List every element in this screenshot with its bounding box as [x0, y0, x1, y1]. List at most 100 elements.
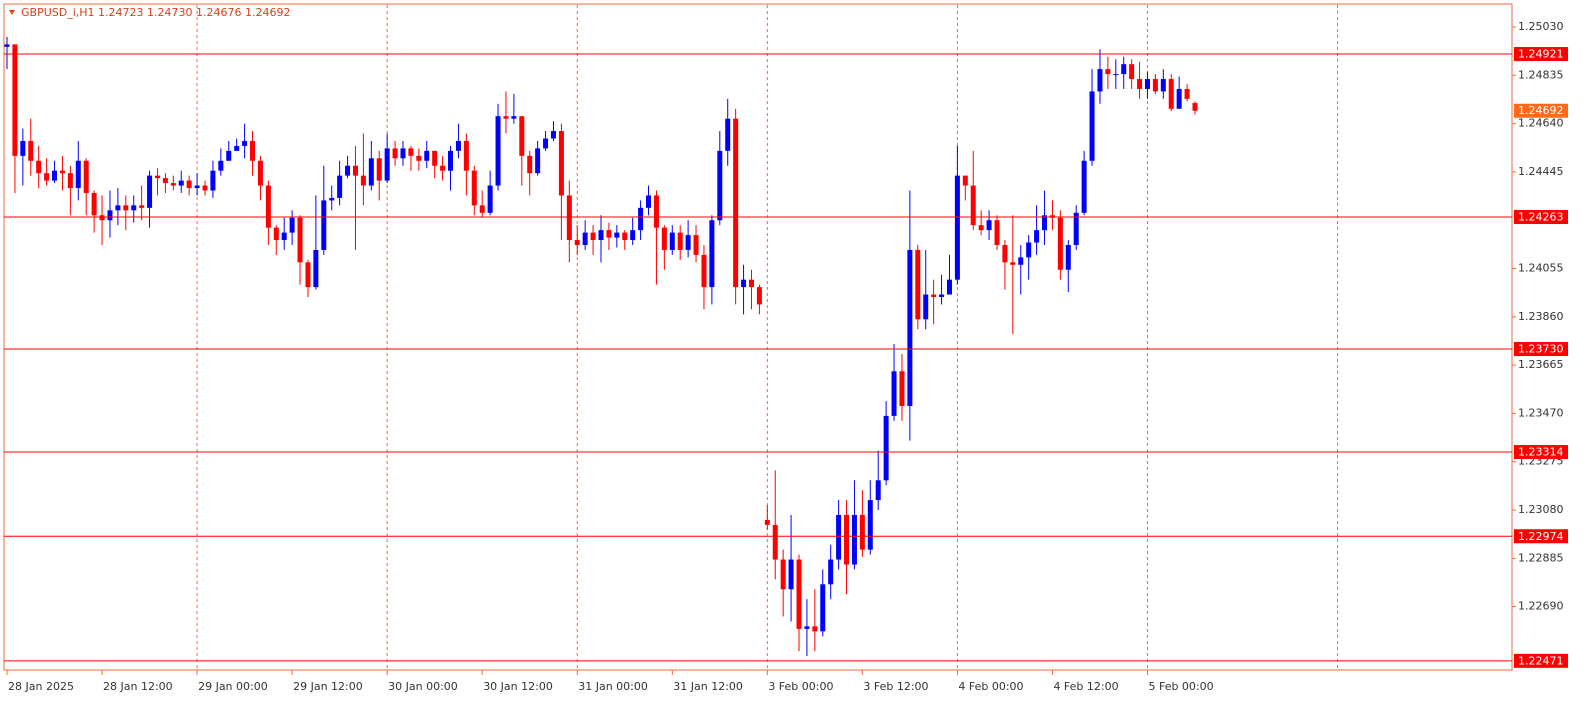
y-tick-label: 1.23470: [1518, 406, 1564, 419]
candle-body: [828, 559, 834, 585]
candle-body: [978, 225, 984, 231]
candle-body: [820, 584, 826, 632]
candle-body: [994, 220, 1000, 245]
candle-body: [614, 232, 620, 238]
level-label-box: [1514, 47, 1568, 62]
candle-body: [1057, 217, 1063, 270]
x-tick-label: 29 Jan 12:00: [293, 680, 363, 693]
candle-body: [550, 131, 556, 139]
candle-body: [408, 148, 414, 156]
candle-body: [725, 118, 731, 151]
candle-body: [764, 519, 770, 525]
candle-body: [836, 514, 842, 560]
candle-body: [281, 232, 287, 241]
candle-body: [939, 294, 945, 298]
candle-body: [178, 180, 184, 186]
x-tick-label: 28 Jan 2025: [8, 680, 74, 693]
candle-body: [891, 371, 897, 416]
level-label-box: [1514, 445, 1568, 460]
candle-body: [851, 514, 857, 565]
candle-body: [1160, 79, 1166, 92]
candle-body: [756, 287, 762, 305]
candle-body: [67, 173, 73, 189]
candle-body: [115, 205, 121, 211]
y-tick-label: 1.23860: [1518, 310, 1564, 323]
level-label: 1.24921: [1518, 48, 1564, 61]
price-label: 1.24692: [1518, 104, 1564, 117]
x-tick-label: 31 Jan 12:00: [673, 680, 743, 693]
candle-body: [384, 148, 390, 181]
candle-body: [487, 185, 493, 213]
y-tick-label: 1.25030: [1518, 20, 1564, 33]
candle-body: [701, 254, 707, 288]
candle-body: [170, 183, 176, 186]
level-label-box: [1514, 653, 1568, 668]
candle-body: [519, 116, 525, 156]
candle-body: [289, 217, 295, 233]
candle-body: [416, 155, 422, 161]
candle-body: [804, 626, 810, 629]
candle-body: [440, 165, 446, 171]
level-label: 1.23314: [1518, 446, 1564, 459]
candle-body: [844, 514, 850, 565]
candle-body: [812, 626, 818, 632]
candle-body: [1105, 69, 1111, 75]
candle-body: [986, 220, 992, 231]
x-tick-label: 3 Feb 12:00: [863, 680, 928, 693]
candle-body: [867, 500, 873, 550]
candle-body: [83, 160, 89, 193]
y-tick-label: 1.24055: [1518, 262, 1564, 275]
candle-body: [479, 205, 485, 213]
candle-body: [424, 150, 430, 161]
y-tick-label: 1.24835: [1518, 68, 1564, 81]
candle-body: [1002, 244, 1008, 263]
candle-body: [273, 227, 279, 241]
candle-body: [503, 116, 509, 119]
candle-body: [1018, 257, 1024, 265]
candle-body: [162, 178, 168, 184]
candle-body: [1176, 88, 1182, 109]
plot-frame: [3, 3, 1513, 671]
candle-body: [1042, 215, 1048, 231]
candle-body: [400, 148, 406, 159]
candle-body: [741, 279, 747, 288]
y-tick-label: 1.24445: [1518, 165, 1564, 178]
candle-body: [535, 148, 541, 174]
candle-body: [582, 232, 588, 245]
candle-body: [796, 559, 802, 629]
candle-body: [931, 294, 937, 298]
candle-body: [859, 514, 865, 550]
x-tick-label: 30 Jan 00:00: [388, 680, 458, 693]
candle-body: [471, 170, 477, 206]
candle-body: [36, 160, 42, 174]
candle-body: [99, 215, 105, 221]
candle-body: [107, 210, 113, 221]
candle-body: [368, 158, 374, 186]
candle-body: [574, 240, 580, 245]
candle-body: [946, 279, 952, 295]
level-label: 1.23730: [1518, 343, 1564, 356]
candle-body: [780, 559, 786, 590]
candle-body: [257, 160, 263, 186]
candle-body: [463, 140, 469, 171]
level-label-box: [1514, 529, 1568, 544]
candle-body: [788, 559, 794, 590]
candle-body: [28, 140, 34, 161]
candle-body: [147, 175, 153, 208]
candle-body: [685, 235, 691, 250]
collapse-icon[interactable]: [9, 10, 15, 15]
level-label: 1.22974: [1518, 530, 1564, 543]
candle-body: [455, 140, 461, 151]
candle-body: [154, 175, 160, 179]
level-label-box: [1514, 210, 1568, 225]
candle-body: [218, 160, 224, 171]
candle-body: [899, 371, 905, 406]
candle-body: [1026, 242, 1032, 258]
candle-body: [376, 158, 382, 181]
price-label-box: [1514, 103, 1568, 118]
candle-body: [606, 230, 612, 238]
candle-body: [566, 195, 572, 241]
candle-body: [1073, 212, 1079, 245]
candle-body: [1081, 160, 1087, 213]
candle-body: [1113, 74, 1119, 76]
